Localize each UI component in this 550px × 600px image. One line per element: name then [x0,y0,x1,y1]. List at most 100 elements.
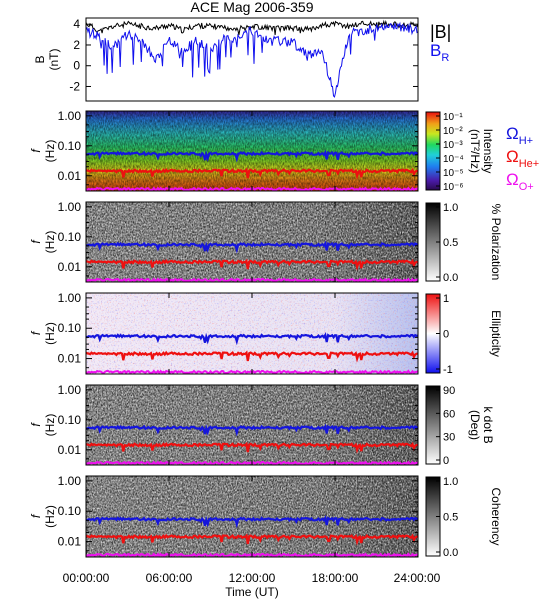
legend-omega-o-sub: O+ [519,181,534,193]
ellipticity-y-tick-label: 0.01 [58,352,82,366]
y-axis-label-line: (Hz) [43,414,57,437]
polarization-colorbar-label: % Polarization [489,204,503,281]
time-tick-label: 12:00:00 [229,571,276,585]
gyrofrequency-line-He [85,258,418,271]
legend-b-r-name: B [430,41,441,60]
colorbar-label-line: Ellipticity [489,310,503,357]
series-line-B [85,19,419,36]
polarization-texture-light [86,202,418,282]
legend-b-r: BR [430,41,449,64]
gyrofrequency-line-H [85,240,419,254]
field-y-tick-label: -2 [69,79,80,93]
gyro-legend: ΩH+ ΩHe+ ΩO+ [506,124,539,193]
power-colorbar-tick-label: 10⁻⁵ [443,168,464,179]
y-axis-label-line: f [29,148,43,153]
ellipticity-y-axis-label: f (Hz) [29,322,57,345]
kdotb-colorbar-tick-label: 0 [443,455,449,467]
y-axis-label-line: (nT) [47,49,61,71]
field-y-tick-label: 0 [73,59,80,73]
kdotb-colorbar-tick-label: 60 [443,408,455,420]
legend-omega-he: ΩHe+ [506,147,539,170]
y-axis-label-line: (Hz) [43,231,57,254]
y-axis-label-line: f [29,513,43,518]
polarization-y-tick-label: 0.10 [58,230,82,244]
legend-omega-h-sub: H+ [519,135,533,147]
series-line-B [85,21,419,98]
ellipticity-colorbar-tick-label: 0 [443,329,449,341]
coherency-y-axis-label: f (Hz) [29,505,57,528]
power-y-tick-label: 0.10 [58,139,82,153]
power-colorbar-label: Intensity(nT²/Hz) [468,129,495,174]
colorbar-label-line: % Polarization [489,204,503,281]
y-axis-label-line: (Hz) [43,140,57,163]
ellipticity-y-tick-label: 0.10 [58,321,82,335]
kdotb-texture-light [86,385,418,465]
power-spectrogram-texture [86,111,418,191]
legend-omega-o: ΩO+ [506,170,534,193]
time-tick-label: 00:00:00 [63,571,110,585]
ellipticity-colorbar-tick-label: -1 [443,364,453,376]
gyrofrequency-line-He [85,441,418,454]
kdotb-colorbar-tick-label: 90 [443,385,455,397]
y-axis-label-line: f [29,422,43,427]
gyrofrequency-line-H [85,423,419,437]
legend-b-total: |B| [430,22,451,42]
power-colorbar-tick-label: 10⁻² [443,126,463,137]
coherency-y-tick-label: 1.00 [58,474,82,488]
coherency-colorbar-tick-label: 1.0 [443,476,458,488]
coherency-y-tick-label: 0.01 [58,535,82,549]
time-tick-label: 18:00:00 [312,571,359,585]
ellipticity-colorbar-label: Ellipticity [489,310,503,357]
ellipticity-texture-blue [86,293,418,374]
power-colorbar-tick-label: 10⁻⁴ [443,154,464,165]
kdotb-y-tick-label: 0.01 [58,443,82,457]
colorbar-label-line: (Deg) [468,410,482,440]
colorbar-label-line: Intensity [481,129,495,174]
colorbar-label-line: (nT²/Hz) [468,129,482,173]
y-axis-label-line: (Hz) [43,505,57,528]
y-axis-label-line: B [33,55,47,63]
field-y-axis-label: B (nT) [33,49,61,71]
time-axis: 00:00:00 06:00:00 12:00:00 18:00:00 24:0… [63,571,441,599]
gyrofrequency-line-He [85,533,418,546]
legend-omega-h: ΩH+ [506,124,533,147]
polarization-colorbar-tick-label: 0.5 [443,237,458,249]
legend-omega-he-symbol: Ω [506,147,519,166]
power-y-tick-label: 0.01 [58,169,82,183]
time-axis-label: Time (UT) [225,585,279,599]
time-tick-label: 24:00:00 [394,571,441,585]
coherency-y-tick-label: 0.10 [58,504,82,518]
y-axis-label-line: f [29,239,43,244]
power-y-axis-label: f (Hz) [29,140,57,163]
y-axis-label-line: (Hz) [43,322,57,345]
kdotb-colorbar [425,385,441,465]
field-legend: |B| BR [430,22,451,64]
ellipticity-y-tick-label: 1.00 [58,291,82,305]
polarization-y-tick-label: 0.01 [58,260,82,274]
gyrofrequency-line-He [85,167,418,180]
kdotb-y-tick-label: 1.00 [58,383,82,397]
legend-b-r-sub: R [441,52,449,64]
time-tick-label: 06:00:00 [146,571,193,585]
polarization-colorbar-tick-label: 0.0 [443,272,458,284]
polarization-y-tick-label: 1.00 [58,200,82,214]
power-colorbar [425,111,441,191]
kdotb-y-tick-label: 0.10 [58,413,82,427]
field-y-tick-label: 4 [73,17,80,31]
coherency-colorbar-tick-label: 0.0 [443,547,458,559]
field-panel-frame [85,17,419,102]
legend-omega-he-sub: He+ [519,158,540,170]
panels: 420-2B (nT)1.000.100.01f (Hz)10⁻¹10⁻²10⁻³1… [29,17,503,559]
coherency-colorbar-label: Coherency [489,487,503,545]
polarization-colorbar-tick-label: 1.0 [443,202,458,214]
ellipticity-colorbar-tick-label: 1 [443,293,449,305]
gyrofrequency-line-H [85,332,419,346]
polarization-y-axis-label: f (Hz) [29,231,57,254]
field-y-tick-label: 2 [73,38,80,52]
coherency-texture-light [86,476,418,557]
kdotb-colorbar-label: k dot B(Deg) [468,406,495,443]
legend-omega-o-symbol: Ω [506,170,519,189]
power-y-tick-label: 1.00 [58,109,82,123]
power-colorbar-tick-label: 10⁻³ [443,140,463,151]
